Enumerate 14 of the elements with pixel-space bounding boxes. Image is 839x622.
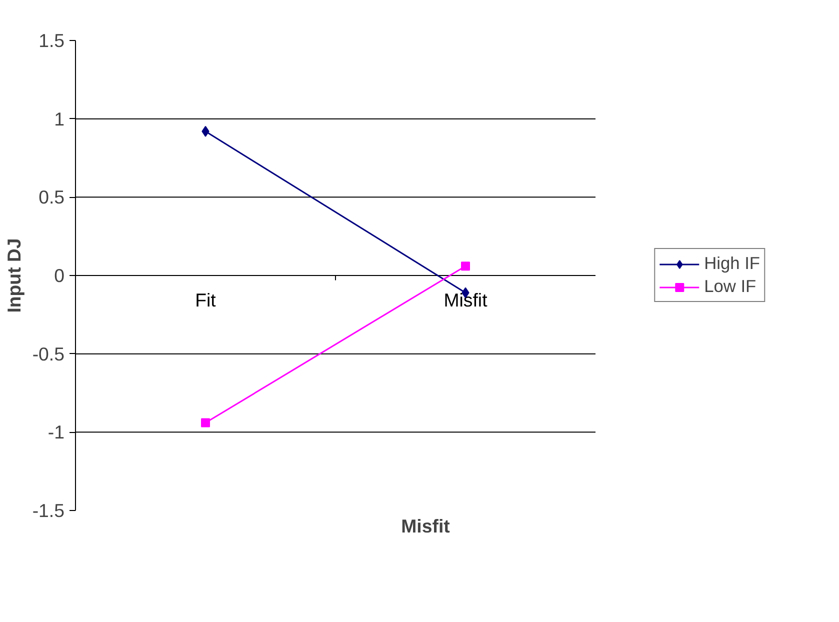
legend-label: Low IF — [704, 276, 756, 297]
point — [201, 418, 210, 428]
y-tick-label: 1 — [54, 108, 65, 130]
y-tick-label: 0 — [54, 265, 65, 286]
x-axis-title: Misfit — [401, 516, 450, 536]
y-tick-label: -0.5 — [32, 343, 65, 364]
point — [461, 262, 470, 271]
y-tick-label: 0.5 — [38, 186, 65, 208]
legend-label: High IF — [704, 253, 760, 274]
y-tick-label: -1.5 — [32, 500, 65, 521]
y-tick-label: 1.5 — [38, 30, 65, 51]
y-axis-title: Input DJ — [3, 238, 24, 313]
y-tick-label: -1 — [48, 422, 65, 443]
x-tick-label: Fit — [195, 290, 217, 310]
